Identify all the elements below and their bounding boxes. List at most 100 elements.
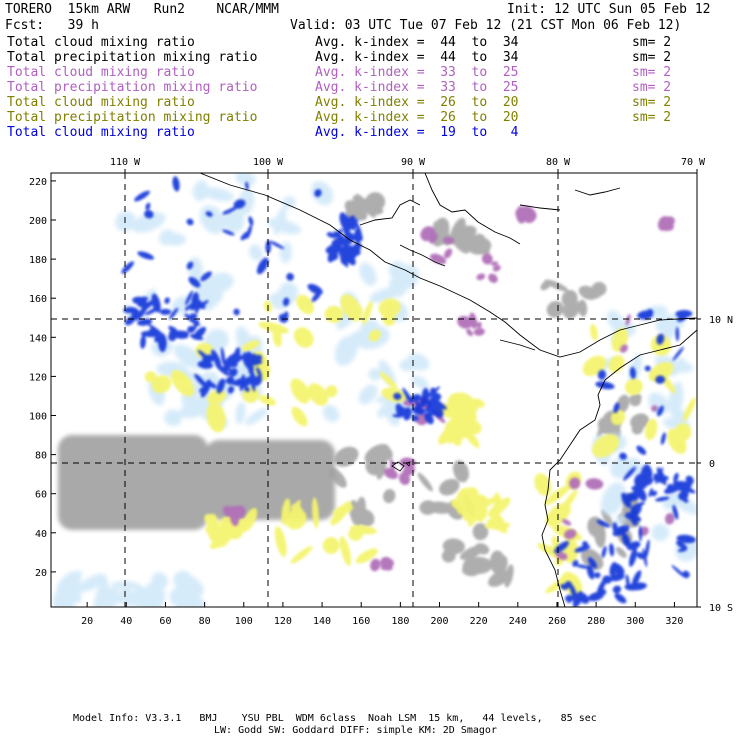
cloud-blob xyxy=(612,525,630,537)
cloud-blob xyxy=(471,398,485,408)
cloud-blob xyxy=(170,370,195,397)
cloud-blob xyxy=(462,555,476,573)
cloud-blob xyxy=(322,404,340,423)
cloud-blob xyxy=(246,359,263,366)
cloud-blob xyxy=(655,375,666,384)
cloud-blob xyxy=(169,307,179,320)
x-tick-label: 280 xyxy=(587,616,605,627)
cloud-blob xyxy=(590,323,598,341)
cloud-blob xyxy=(330,501,352,526)
cloud-blob xyxy=(569,583,578,601)
legend-kindex: Avg. k-index = 33 to 25 xyxy=(315,80,519,95)
cloud-blob xyxy=(610,456,632,479)
cloud-blob xyxy=(651,524,670,541)
cloud-blob xyxy=(185,290,193,306)
cloud-blob xyxy=(340,251,346,266)
cloud-blob xyxy=(344,215,356,232)
cloud-blob xyxy=(207,381,217,389)
cloud-blob xyxy=(621,533,631,548)
cloud-blob xyxy=(393,392,402,400)
cloud-blob xyxy=(466,328,473,337)
cloud-blob xyxy=(634,473,643,484)
cloud-blob xyxy=(411,394,422,402)
cloud-blob xyxy=(392,414,403,418)
cloud-blob xyxy=(237,188,255,216)
cloud-blob xyxy=(312,497,319,529)
cloud-blob xyxy=(601,546,607,558)
cloud-blob xyxy=(624,493,639,502)
cloud-blob xyxy=(452,460,469,483)
legend-field: Total precipitation mixing ratio xyxy=(7,50,258,65)
cloud-blob xyxy=(194,342,213,358)
cloud-blob xyxy=(185,305,190,311)
cloud-blob xyxy=(575,564,590,569)
y-tick-label: 200 xyxy=(29,216,47,227)
cloud-blob xyxy=(644,365,651,372)
cloud-blob xyxy=(286,272,294,281)
cloud-blob xyxy=(140,335,146,349)
cloud-blob xyxy=(442,236,455,245)
cloud-blob xyxy=(379,371,398,389)
cloud-blob xyxy=(587,557,598,569)
cloud-blob xyxy=(415,401,422,411)
cloud-blob xyxy=(660,432,666,445)
cloud-blob xyxy=(121,261,135,274)
cloud-blob xyxy=(205,440,335,520)
cloud-blob xyxy=(142,581,166,607)
x-tick-label: 120 xyxy=(274,616,292,627)
cloud-blob xyxy=(596,519,610,528)
cloud-blob xyxy=(682,397,696,422)
cloud-blob xyxy=(564,595,575,602)
legend-kindex: Avg. k-index = 44 to 34 xyxy=(315,50,519,65)
cloud-blob xyxy=(667,428,687,454)
cloud-blob xyxy=(290,546,313,564)
cloud-blob xyxy=(207,389,227,405)
cloud-blob xyxy=(188,276,201,288)
cloud-blob xyxy=(265,240,271,254)
cloud-blob xyxy=(656,333,665,345)
cloud-blob xyxy=(58,571,80,593)
cloud-blob xyxy=(202,187,235,202)
cloud-blob xyxy=(561,289,578,308)
cloud-blob xyxy=(412,414,419,422)
cloud-blob xyxy=(638,525,642,542)
cloud-blob xyxy=(585,478,604,490)
cloud-blob xyxy=(209,525,224,544)
cloud-blob xyxy=(258,395,276,406)
cloud-blob xyxy=(151,375,172,394)
coastline xyxy=(199,173,697,358)
lat-label: 10 S xyxy=(709,603,733,614)
cloud-blob xyxy=(192,180,209,202)
cloud-blob xyxy=(629,393,642,403)
cloud-blob xyxy=(438,402,470,420)
lon-label: 110 W xyxy=(110,157,141,168)
cloud-blob xyxy=(613,402,620,414)
lon-label: 80 W xyxy=(546,157,571,168)
cloud-blob xyxy=(222,209,233,215)
axis-ticks: 20 40 60 80 100 120 140 160 180 200 220 240 260 280 30… xyxy=(29,157,733,627)
cloud-blob xyxy=(326,232,338,239)
model-info-line1: Model Info: V3.3.1 BMJ YSU PBL WDM 6clas… xyxy=(73,713,597,724)
cloud-blob xyxy=(631,570,642,587)
cloud-blob xyxy=(607,310,625,333)
cloud-blob xyxy=(441,549,456,563)
x-tick-label: 240 xyxy=(509,616,527,627)
cloud-blob xyxy=(328,467,347,488)
x-tick-label: 160 xyxy=(352,616,370,627)
cloud-blob xyxy=(591,434,620,458)
cloud-blob xyxy=(296,294,315,315)
cloud-blob xyxy=(569,477,581,490)
cloud-blob xyxy=(411,407,420,412)
cloud-blob xyxy=(602,575,612,584)
cloud-blob xyxy=(307,383,329,406)
x-tick-label: 200 xyxy=(430,616,448,627)
cloud-blob xyxy=(624,583,639,591)
cloud-blob xyxy=(616,394,630,413)
cloud-blob xyxy=(140,330,160,338)
x-tick-label: 300 xyxy=(626,616,644,627)
legend-kindex: Avg. k-index = 26 to 20 xyxy=(315,110,519,125)
x-tick-label: 40 xyxy=(120,616,132,627)
cloud-blob xyxy=(168,325,176,332)
cloud-blob xyxy=(293,327,314,348)
